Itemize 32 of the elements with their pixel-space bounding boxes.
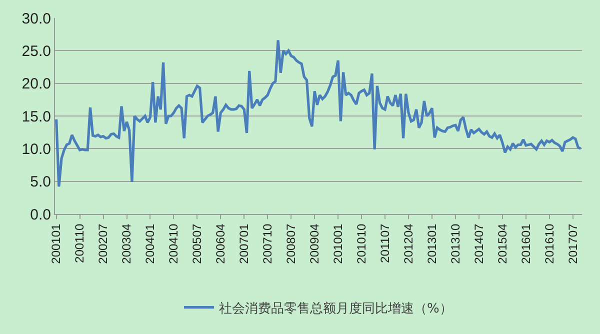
x-tick-label: 201601: [518, 223, 533, 264]
x-tick-label: 200604: [214, 223, 228, 264]
y-tick-label: 30.0: [22, 10, 51, 28]
x-tick-label: 200701: [237, 223, 252, 264]
x-tick-label: 201107: [378, 223, 392, 263]
y-tick-label: 10.0: [22, 140, 51, 158]
x-tick-label: 201301: [424, 223, 439, 264]
x-tick-label: 200507: [190, 223, 204, 264]
x-tick-label: 201310: [448, 223, 462, 264]
x-tick-label: 200410: [166, 223, 181, 264]
x-tick-label: 200904: [307, 223, 322, 264]
x-tick-label: 200101: [49, 223, 64, 264]
line-series: [55, 38, 582, 188]
x-tick-label: 201204: [401, 223, 416, 264]
y-tick-label: 15.0: [22, 108, 51, 126]
x-tick-label: 200110: [72, 223, 87, 263]
x-tick-label: 201001: [330, 223, 345, 264]
y-tick-label: 5.0: [30, 174, 51, 191]
x-tick-label: 201504: [495, 223, 510, 264]
x-tick-label: 200304: [120, 223, 134, 264]
y-tick-label: 20.0: [22, 76, 51, 93]
x-tick-label: 200807: [284, 223, 298, 264]
x-tick-label: 201610: [542, 223, 556, 264]
x-tick-label: 200207: [96, 223, 110, 264]
x-tick-label: 201707: [566, 223, 580, 264]
x-tick-label: 201407: [472, 223, 486, 264]
x-tick-label: 200401: [143, 223, 158, 264]
y-tick-label: 25.0: [22, 42, 51, 60]
x-tick-label: 201010: [354, 223, 368, 264]
y-tick-label: 0.0: [30, 206, 51, 224]
x-tick-label: 200710: [260, 223, 275, 264]
legend-label: 社会消费品零售总额月度同比增速（%）: [219, 300, 452, 316]
